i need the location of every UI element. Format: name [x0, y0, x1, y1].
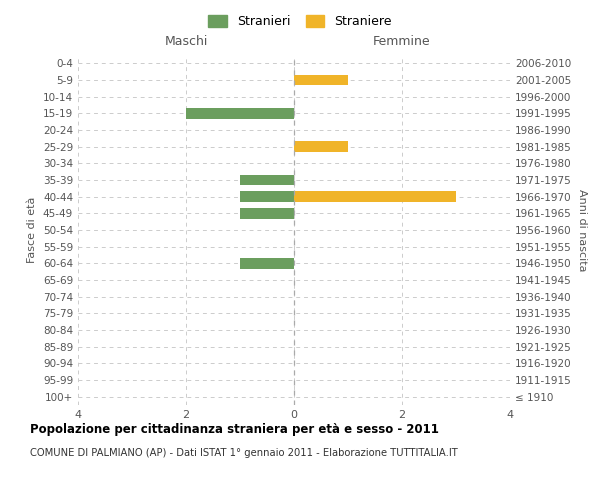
Bar [186, 108, 294, 119]
Y-axis label: Fasce di età: Fasce di età [28, 197, 37, 263]
Bar [240, 208, 294, 219]
Text: Femmine: Femmine [373, 35, 431, 48]
Legend: Stranieri, Straniere: Stranieri, Straniere [205, 11, 395, 32]
Text: Maschi: Maschi [164, 35, 208, 48]
Bar [240, 174, 294, 186]
Bar [240, 192, 294, 202]
Bar [240, 258, 294, 269]
Bar [294, 74, 348, 86]
Text: Popolazione per cittadinanza straniera per età e sesso - 2011: Popolazione per cittadinanza straniera p… [30, 422, 439, 436]
Bar [294, 192, 456, 202]
Bar [294, 142, 348, 152]
Text: COMUNE DI PALMIANO (AP) - Dati ISTAT 1° gennaio 2011 - Elaborazione TUTTITALIA.I: COMUNE DI PALMIANO (AP) - Dati ISTAT 1° … [30, 448, 458, 458]
Y-axis label: Anni di nascita: Anni di nascita [577, 188, 587, 271]
